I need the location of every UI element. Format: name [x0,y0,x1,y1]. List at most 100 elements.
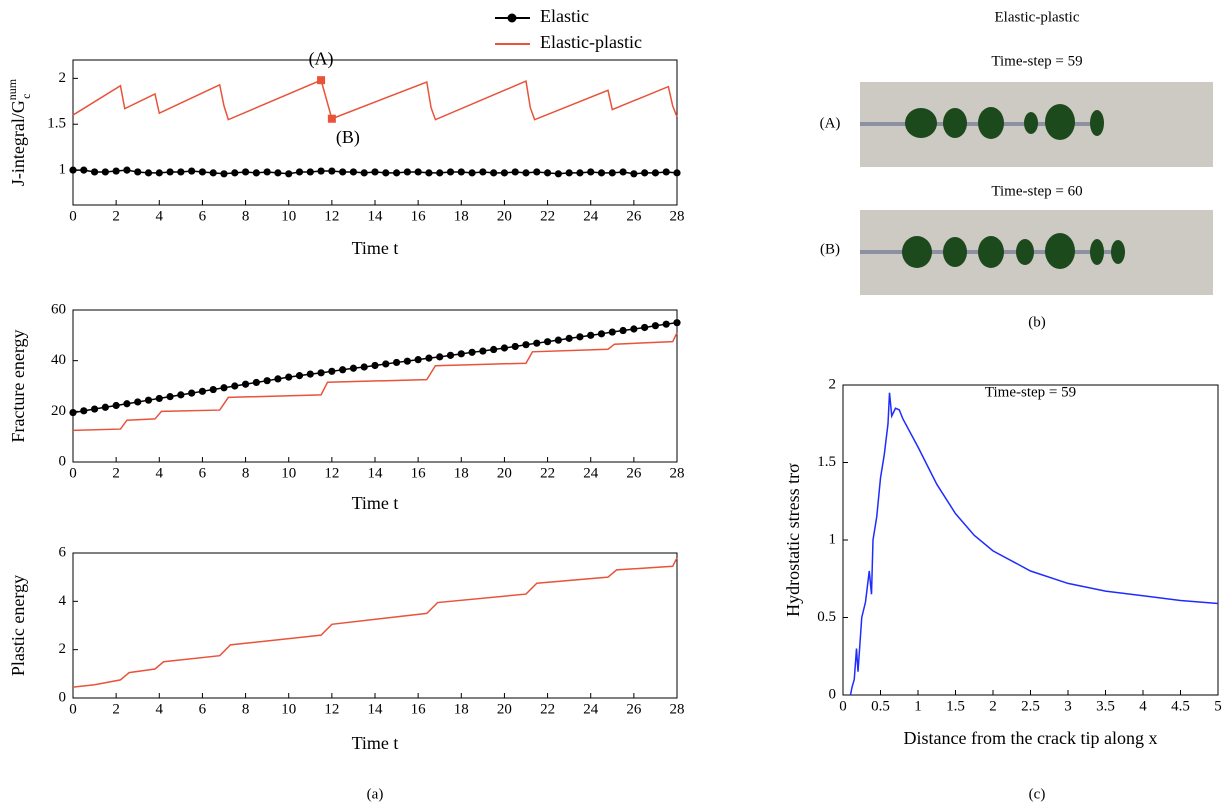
data-point [123,166,131,174]
annotation: Time-step = 59 [985,384,1076,400]
data-point [479,168,487,176]
x-tick-label: 8 [242,465,250,481]
legend-label: Elastic [540,6,589,26]
y-tick-label: 0 [59,453,67,469]
x-tick-label: 8 [242,208,250,224]
x-tick-label: 18 [454,465,469,481]
x-tick-label: 3 [1064,698,1072,714]
x-tick-label: 10 [281,701,296,717]
x-tick-label: 14 [368,208,384,224]
data-point [317,167,325,175]
legend-marker [507,13,517,23]
y-tick-label: 6 [59,544,67,560]
data-point [543,338,552,346]
plot-frame [72,552,678,699]
data-point [285,373,293,381]
series-line [72,332,678,432]
data-point [597,330,606,338]
x-tick-label: 26 [626,208,642,224]
data-point [317,369,325,377]
data-point [339,366,347,374]
x-tick-label: 2 [112,701,120,717]
data-point [69,409,77,417]
x-tick-label: 10 [281,465,296,481]
series-line [72,557,678,688]
y-tick-label: 60 [51,301,66,317]
data-point [662,168,670,176]
data-point [565,169,573,177]
data-point [285,170,293,178]
data-point [662,320,670,328]
x-tick-label: 22 [540,465,555,481]
data-point [630,325,638,333]
data-point [554,170,562,178]
data-point [436,169,444,177]
data-point [425,354,433,362]
data-point [252,378,260,387]
x-tick-label: 24 [583,208,599,224]
x-tick-label: 0 [69,465,77,481]
data-point [587,331,595,339]
x-axis-label: Distance from the crack tip along x [904,728,1158,748]
x-axis-label: Time t [352,733,399,753]
data-point [382,360,390,368]
data-point [414,356,422,364]
data-point [554,336,562,344]
plot-frame [72,59,678,206]
data-point [533,168,541,176]
data-point [565,334,573,342]
y-tick-label: 1 [59,162,67,178]
x-axis-label: Time t [352,493,399,513]
x-tick-label: 20 [497,701,512,717]
point-marker [317,76,326,85]
data-point [457,168,465,176]
snapshot-b [860,210,1213,295]
data-point [166,168,174,176]
data-point [295,372,304,380]
caption: (a) [367,786,384,802]
marker-label: (A) [309,48,334,69]
data-point [371,361,379,370]
data-point [641,323,649,332]
data-point [198,387,207,395]
x-tick-label: 2 [112,465,120,481]
x-tick-label: 14 [368,465,384,481]
plot-frame [72,309,678,463]
data-point [490,345,498,354]
data-point [69,166,77,174]
data-point [209,169,217,177]
data-point [371,168,379,176]
frame-caption: Time-step = 59 [991,53,1082,69]
data-point [500,344,509,352]
x-tick-label: 4 [156,465,164,481]
x-tick-label: 16 [411,465,427,481]
data-point [263,168,271,176]
frame-label: (A) [820,115,841,131]
data-point [533,339,541,347]
x-tick-label: 6 [199,465,207,481]
data-point [436,353,444,361]
caption: (b) [1028,314,1046,330]
panel-title: Elastic-plastic [995,9,1080,25]
y-tick-label: 2 [829,376,837,392]
data-point [446,168,455,176]
data-point [155,394,163,403]
data-point [457,350,465,358]
x-axis-label: Time t [352,238,399,258]
y-axis-label: Hydrostatic stress trσ [783,463,803,617]
x-tick-label: 22 [540,701,555,717]
x-tick-label: 4 [1139,698,1147,714]
x-tick-label: 4.5 [1171,698,1190,714]
data-point [177,168,185,176]
data-point [188,389,196,397]
data-point [274,375,282,383]
data-point [490,169,498,177]
y-tick-label: 2 [59,641,67,657]
x-tick-label: 16 [411,701,427,717]
data-point [651,169,660,177]
y-tick-label: 2 [59,70,67,86]
x-tick-label: 16 [411,208,427,224]
x-tick-label: 22 [540,208,555,224]
data-point [360,169,368,177]
y-axis-label: Fracture energy [8,329,28,442]
